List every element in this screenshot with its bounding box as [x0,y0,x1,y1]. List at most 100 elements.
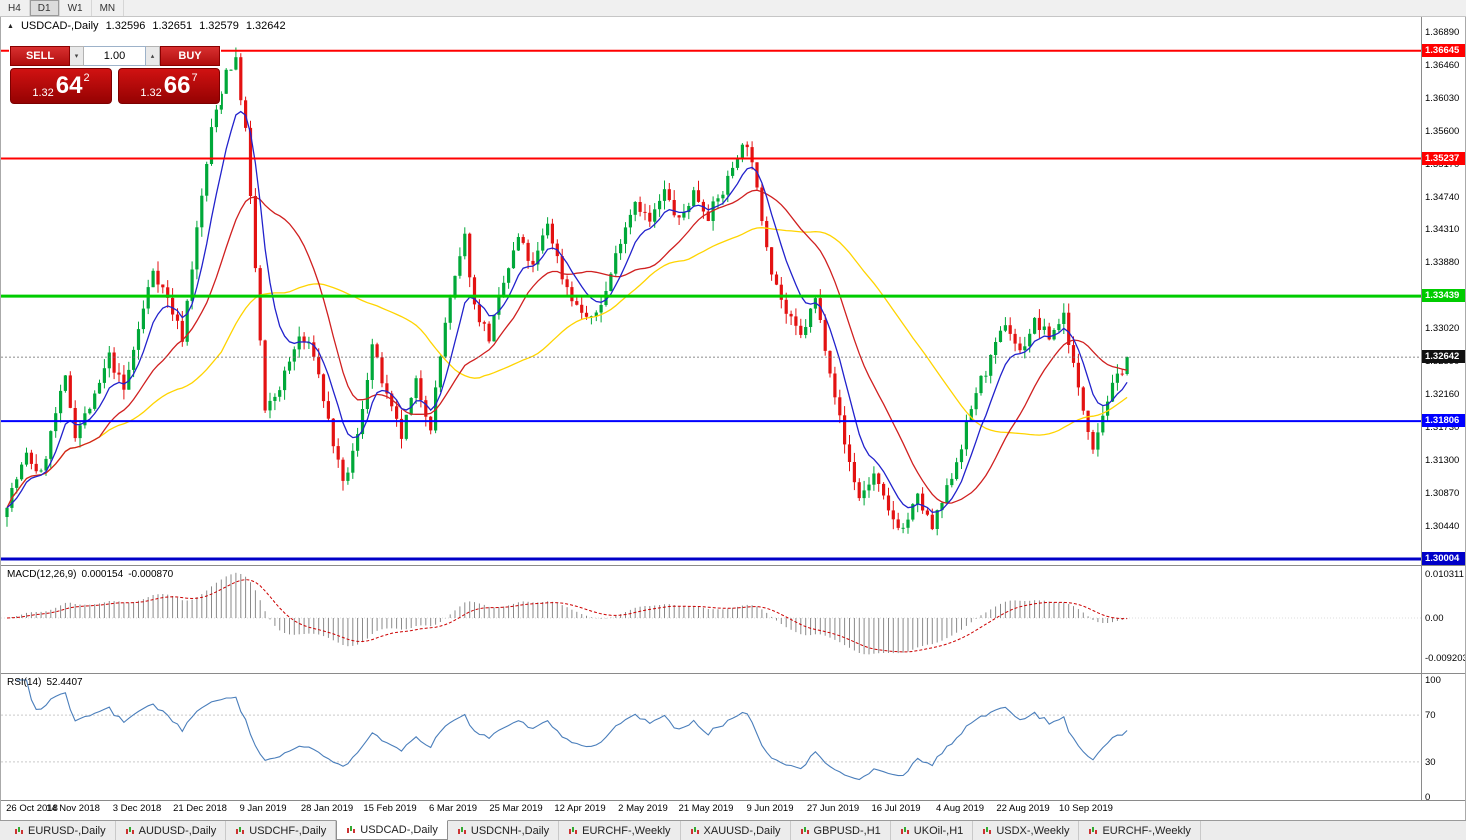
ohlc-open: 1.32596 [105,20,146,32]
level-price-badge: 1.35237 [1422,151,1465,165]
chart-icon [983,826,992,834]
one-click-trading-panel: SELL ▾ 1.00 ▴ BUY 1.32 64 2 1.32 66 7 [9,45,221,105]
chart-tab-label: GBPUSD-,H1 [813,824,881,837]
macd-axis-label: -0.009203 [1425,652,1466,664]
date-axis-label: 22 Aug 2019 [996,803,1050,814]
chart-title-bar: ▲ USDCAD-,Daily 1.32596 1.32651 1.32579 … [7,20,286,32]
chart-tab-usdx-weekly[interactable]: USDX-,Weekly [973,821,1080,840]
date-axis-label: 28 Jan 2019 [300,803,354,814]
rsi-axis-label: 30 [1425,756,1436,768]
buy-price-button[interactable]: 1.32 66 7 [118,68,220,104]
chart-tab-label: USDCAD-,Daily [360,824,438,836]
price-axis-label: 1.33020 [1425,323,1460,335]
ohlc-low: 1.32579 [199,20,239,32]
chart-tab-label: UKOil-,H1 [913,824,964,837]
volume-decrease-button[interactable]: ▾ [70,46,84,66]
sell-price-base: 1.32 [32,87,54,99]
macd-main-value: 0.000154 [81,569,124,580]
date-axis-label: 2 May 2019 [618,803,668,814]
timeframe-button-w1[interactable]: W1 [60,0,92,16]
price-axis-label: 1.30870 [1425,487,1460,499]
sell-price-sup: 2 [83,72,90,84]
chart-icon [900,826,909,834]
timeframe-button-h4[interactable]: H4 [0,0,30,16]
level-price-badge: 1.31806 [1422,414,1465,428]
chart-tab-usdcad-daily[interactable]: USDCAD-,Daily [336,820,448,840]
chevron-up-icon: ▴ [150,53,155,60]
date-axis-label: 27 Jun 2019 [806,803,860,814]
date-axis-label: 12 Apr 2019 [554,803,606,814]
panel-separator[interactable] [1,673,1465,674]
chart-tab-label: EURUSD-,Daily [28,824,106,837]
date-axis-label: 3 Dec 2018 [112,803,162,814]
date-axis-label: 9 Jun 2019 [746,803,794,814]
ohlc-close: 1.32642 [245,20,286,32]
chart-tab-ukoil-h1[interactable]: UKOil-,H1 [891,821,974,840]
chart-tab-label: USDX-,Weekly [996,824,1070,837]
chart-tab-usdcnh-daily[interactable]: USDCNH-,Daily [448,821,560,840]
price-axis-label: 1.30440 [1425,520,1460,532]
macd-axis-label: 0.010311 [1425,568,1464,580]
level-price-badge: 1.33439 [1422,289,1465,303]
chart-icon [800,826,809,834]
rsi-axis-label: 0 [1425,792,1431,803]
date-axis-label: 15 Feb 2019 [363,803,417,814]
rsi-axis-label: 100 [1425,675,1441,686]
chart-tab-usdchf-daily[interactable]: USDCHF-,Daily [226,821,337,840]
price-axis-label: 1.36890 [1425,27,1460,38]
chart-icon [1089,826,1098,834]
chevron-down-icon: ▾ [74,53,79,60]
buy-price-base: 1.32 [140,87,162,99]
price-axis-label: 1.34310 [1425,224,1460,236]
volume-increase-button[interactable]: ▴ [146,46,160,66]
macd-name: MACD(12,26,9) [7,569,77,580]
price-axis-label: 1.34740 [1425,191,1460,203]
chart-tab-label: XAUUSD-,Daily [703,824,781,837]
timeframe-button-d1[interactable]: D1 [29,0,60,16]
sell-button[interactable]: SELL [10,46,70,66]
sell-price-big: 64 [55,72,83,99]
chart-tab-label: USDCNH-,Daily [470,824,550,837]
timeframe-button-mn[interactable]: MN [92,0,125,16]
chart-tab-eurusd-daily[interactable]: EURUSD-,Daily [5,821,116,840]
price-axis-label: 1.31300 [1425,454,1460,466]
chart-icon [125,826,134,834]
buy-price-big: 66 [163,72,191,99]
rsi-name: RSI(14) [7,677,42,688]
rsi-panel-chart[interactable] [1,675,1421,799]
price-axis-label: 1.31730 [1425,421,1460,433]
macd-axis-label: 0.00 [1425,613,1444,624]
chart-tab-xauusd-daily[interactable]: XAUUSD-,Daily [681,821,791,840]
date-axis-label: 6 Mar 2019 [428,803,478,814]
rsi-value: 52.4407 [46,677,83,688]
price-axis-label: 1.32160 [1425,389,1460,400]
date-axis-label: 14 Nov 2018 [46,803,100,814]
chart-icon [690,826,699,834]
buy-price-sup: 7 [191,72,198,84]
chart-tab-eurchf-weekly[interactable]: EURCHF-,Weekly [1079,821,1201,840]
timeframe-toolbar: H4 D1 W1 MN [0,0,1466,17]
volume-input[interactable]: 1.00 [84,46,146,66]
chart-tab-audusd-daily[interactable]: AUDUSD-,Daily [116,821,227,840]
chart-tab-label: EURCHF-,Weekly [582,824,671,837]
chart-tab-eurchf-weekly[interactable]: EURCHF-,Weekly [559,821,681,840]
macd-panel-chart[interactable] [1,567,1421,672]
date-axis-label: 25 Mar 2019 [489,803,543,814]
price-axis[interactable]: 1.300101.304401.308701.313001.317301.321… [1421,17,1466,803]
panel-separator[interactable] [1,800,1465,801]
macd-signal-value: -0.000870 [128,569,174,580]
buy-button[interactable]: BUY [160,46,220,66]
date-axis-label: 10 Sep 2019 [1059,803,1113,814]
main-price-chart[interactable] [1,17,1421,565]
sell-price-button[interactable]: 1.32 64 2 [10,68,112,104]
panel-separator[interactable] [1,565,1465,566]
current-price-badge: 1.32642 [1422,350,1465,364]
chart-icon [347,826,356,833]
window-triangle-icon[interactable]: ▲ [7,22,14,30]
date-axis[interactable]: 26 Oct 2018 14 Nov 2018 3 Dec 2018 21 Dec 2… [1,801,1421,817]
chart-icon [15,826,23,834]
date-axis-label: 21 May 2019 [678,803,734,814]
chart-tab-gbpusd-h1[interactable]: GBPUSD-,H1 [791,821,891,840]
price-axis-label: 1.36030 [1425,92,1460,104]
